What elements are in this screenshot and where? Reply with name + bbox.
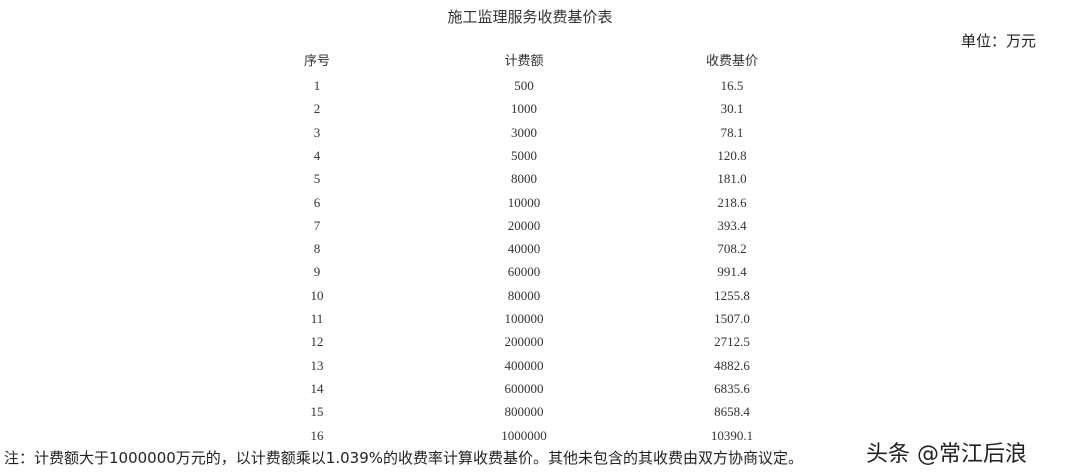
cell-index: 6 — [313, 194, 321, 210]
cell-fee-amount: 40000 — [507, 241, 541, 257]
cell-fee-amount: 5000 — [511, 147, 537, 163]
cell-fee-amount: 1000 — [511, 101, 537, 117]
cell-fee-amount: 800000 — [504, 404, 544, 420]
footnote: 注：计费额大于1000000万元的，以计费额乘以1.039%的收费率计算收费基价… — [4, 449, 804, 467]
cell-fee-amount: 1000000 — [501, 427, 547, 443]
cell-fee-amount: 8000 — [511, 171, 537, 187]
table-row: 15 800000 8658.4 — [0, 400, 1080, 423]
table-row: 16 1000000 10390.1 — [0, 424, 1080, 447]
cell-fee-amount: 60000 — [507, 264, 541, 280]
cell-index: 16 — [310, 427, 324, 443]
cell-base-price: 30.1 — [720, 101, 744, 117]
table-row: 11 100000 1507.0 — [0, 307, 1080, 330]
cell-index: 13 — [310, 357, 324, 373]
cell-index: 12 — [310, 334, 324, 350]
cell-index: 4 — [313, 147, 321, 163]
table-row: 7 20000 393.4 — [0, 214, 1080, 237]
table-header-row: 序号 计费额 收费基价 — [0, 50, 1080, 73]
cell-index: 10 — [310, 287, 324, 303]
cell-index: 7 — [313, 217, 321, 233]
cell-fee-amount: 400000 — [504, 357, 544, 373]
table-row: 2 1000 30.1 — [0, 97, 1080, 120]
cell-index: 1 — [313, 78, 321, 93]
table-row: 6 10000 218.6 — [0, 191, 1080, 214]
cell-index: 11 — [310, 311, 324, 326]
cell-index: 8 — [313, 241, 321, 257]
cell-base-price: 218.6 — [717, 194, 747, 210]
header-base-price: 收费基价 — [705, 54, 758, 69]
table-row: 5 8000 181.0 — [0, 167, 1080, 190]
table-row: 3 3000 78.1 — [0, 121, 1080, 144]
cell-index: 14 — [310, 380, 324, 396]
header-fee-amount: 计费额 — [504, 54, 544, 69]
cell-fee-amount: 80000 — [507, 287, 541, 303]
cell-fee-amount: 3000 — [511, 124, 537, 140]
table-row: 9 60000 991.4 — [0, 260, 1080, 283]
cell-base-price: 10390.1 — [710, 427, 754, 443]
cell-base-price: 708.2 — [717, 241, 747, 257]
cell-index: 3 — [313, 124, 321, 140]
cell-base-price: 6835.6 — [714, 380, 750, 396]
cell-fee-amount: 500 — [514, 78, 534, 93]
table-row: 13 400000 4882.6 — [0, 354, 1080, 377]
unit-label: 单位：万元 — [960, 32, 1036, 50]
cell-base-price: 8658.4 — [714, 404, 750, 420]
cell-base-price: 1255.8 — [714, 287, 750, 303]
cell-index: 15 — [310, 404, 324, 420]
cell-base-price: 991.4 — [717, 264, 747, 280]
cell-base-price: 78.1 — [720, 124, 744, 140]
header-index: 序号 — [303, 54, 330, 69]
cell-fee-amount: 600000 — [504, 380, 544, 396]
table-row: 14 600000 6835.6 — [0, 377, 1080, 400]
table-row: 8 40000 708.2 — [0, 237, 1080, 260]
cell-base-price: 1507.0 — [714, 311, 750, 326]
cell-fee-amount: 100000 — [504, 311, 544, 326]
cell-base-price: 2712.5 — [714, 334, 750, 350]
cell-fee-amount: 10000 — [507, 194, 541, 210]
cell-index: 2 — [313, 101, 321, 117]
cell-index: 9 — [313, 264, 321, 280]
cell-base-price: 16.5 — [720, 78, 744, 93]
table-row: 1 500 16.5 — [0, 74, 1080, 97]
cell-fee-amount: 200000 — [504, 334, 544, 350]
cell-base-price: 181.0 — [717, 171, 747, 187]
cell-base-price: 120.8 — [717, 147, 747, 163]
cell-index: 5 — [313, 171, 321, 187]
cell-fee-amount: 20000 — [507, 217, 541, 233]
table-row: 12 200000 2712.5 — [0, 330, 1080, 353]
cell-base-price: 4882.6 — [714, 357, 750, 373]
table-row: 10 80000 1255.8 — [0, 284, 1080, 307]
page-title: 施工监理服务收费基价表 — [447, 8, 613, 26]
cell-base-price: 393.4 — [717, 217, 747, 233]
table-row: 4 5000 120.8 — [0, 144, 1080, 167]
watermark: 头条 @常江后浪 — [866, 442, 1027, 467]
